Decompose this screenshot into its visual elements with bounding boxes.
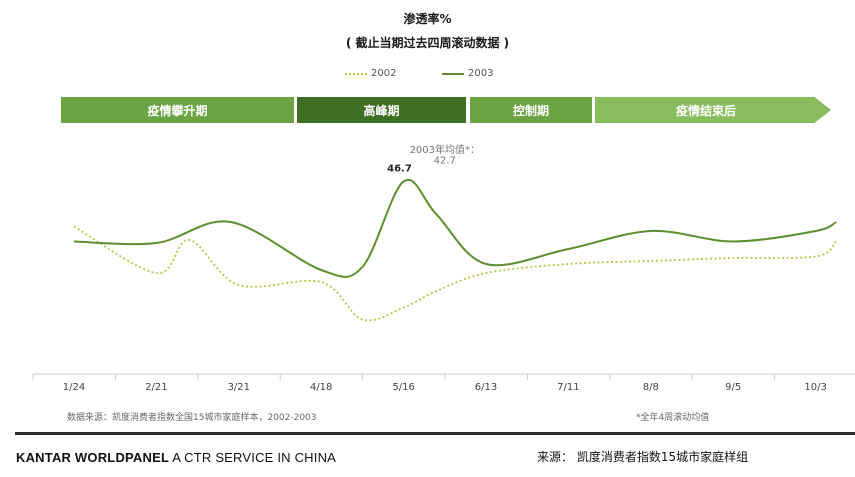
x-tick-label: 8/8 (643, 382, 659, 393)
chart-canvas: 1/24 2/21 3/21 4/18 5/16 6/13 7/11 8/8 9/5 10/3 4… (32, 143, 855, 393)
footer-divider (15, 432, 855, 435)
phase-peak: 高峰期 (297, 97, 466, 123)
phase-label: 高峰期 (363, 103, 400, 118)
x-axis: 1/24 2/21 3/21 4/18 5/16 6/13 7/11 8/8 9/5 10/3 (32, 373, 855, 393)
x-tick-label: 1/24 (63, 382, 85, 393)
phase-rising: 疫情攀升期 (61, 97, 294, 123)
legend-label: 2002 (371, 68, 397, 79)
series-line-2002 (73, 225, 837, 322)
phase-after: 疫情结束后 (595, 97, 831, 123)
x-tick-label: 6/13 (475, 382, 497, 393)
legend-swatch-solid (442, 72, 464, 75)
brand-logo-text: KANTAR WORLDPANEL A CTR SERVICE IN CHINA (16, 450, 336, 465)
legend-label: 2003 (468, 68, 494, 79)
peak-value-label: 46.7 (387, 164, 412, 175)
x-tick-label: 9/5 (725, 382, 741, 393)
x-tick-label: 7/11 (557, 382, 579, 393)
x-tick-label: 5/16 (392, 382, 414, 393)
annotations: 46.7 2003年均值*：42.7 (387, 143, 480, 175)
x-tick-label: 10/3 (804, 382, 826, 393)
phase-control: 控制期 (470, 97, 592, 123)
chart-title: 渗透率% (403, 12, 452, 26)
legend: 2002 2003 (0, 68, 855, 84)
phase-label: 控制期 (512, 103, 549, 118)
average-value-label: 42.7 (434, 156, 456, 167)
x-tick-label: 2/21 (145, 382, 167, 393)
phase-label: 疫情结束后 (675, 103, 736, 118)
series-line-2003 (73, 178, 837, 278)
x-tick-label: 3/21 (228, 382, 250, 393)
brand-tagline: A CTR SERVICE IN CHINA (169, 450, 337, 465)
source-note: 数据来源：凯度消费者指数全国15城市家庭样本，2002-2003 (67, 413, 317, 423)
footer-source: 来源： 凯度消费者指数15城市家庭样组 (537, 450, 749, 464)
legend-item-2003: 2003 (442, 68, 493, 79)
series-lines (73, 178, 837, 322)
legend-swatch-dotted (345, 72, 367, 75)
phase-label: 疫情攀升期 (147, 103, 208, 118)
legend-item-2002: 2002 (345, 68, 396, 79)
chart-subtitle: ( 截止当期过去四周滚动数据 ) (345, 36, 510, 50)
average-footnote: *全年4周滚动均值 (636, 413, 710, 423)
x-tick-label: 4/18 (310, 382, 332, 393)
brand-name: KANTAR WORLDPANEL (16, 450, 170, 465)
average-label: 2003年均值*： (410, 143, 480, 156)
